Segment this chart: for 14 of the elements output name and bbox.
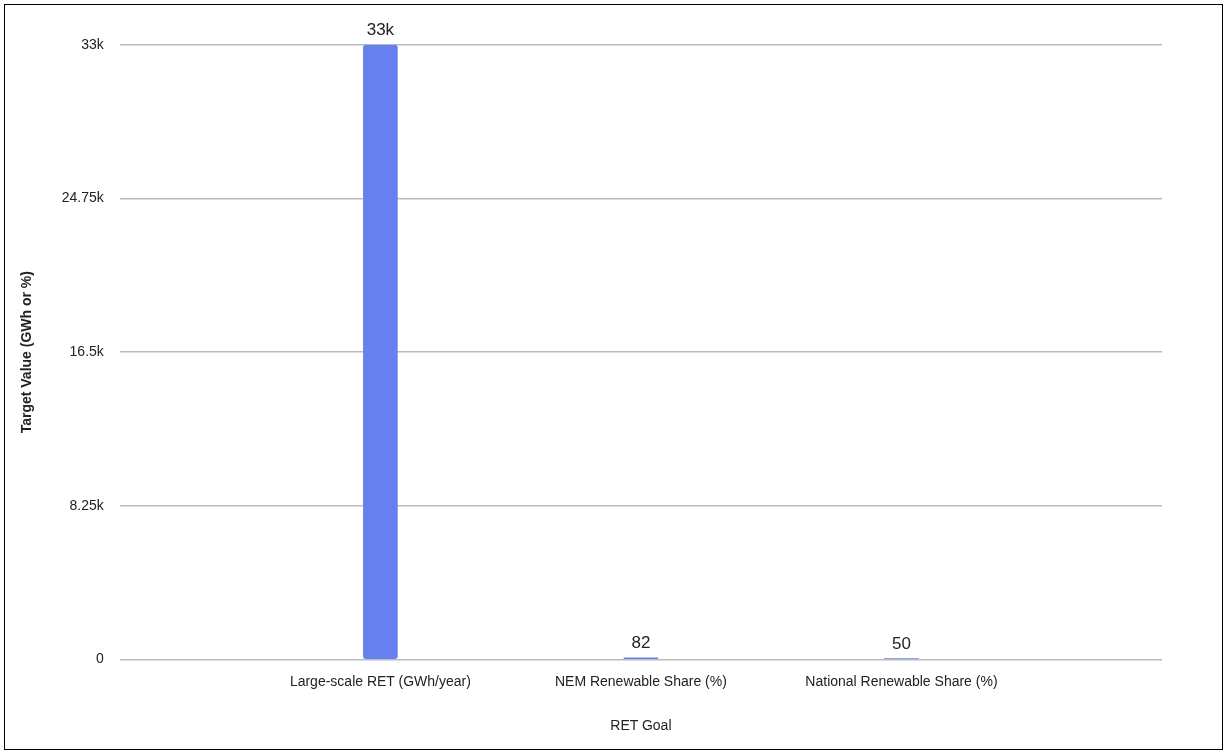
data-label: 50 [892, 633, 911, 653]
y-tick-label: 33k [81, 35, 105, 52]
y-tick-label: 0 [96, 650, 105, 667]
x-axis-title: RET Goal [610, 717, 672, 734]
x-tick-label: Large-scale RET (GWh/year) [289, 672, 471, 689]
y-axis-title: Target Value (GWh or %) [18, 271, 35, 434]
y-tick-label: 8.25k [69, 496, 105, 513]
x-tick-label: NEM Renewable Share (%) [554, 672, 727, 689]
data-label: 33k [366, 20, 395, 40]
x-tick-label: National Renewable Share (%) [805, 672, 998, 689]
y-tick-label: 16.5k [69, 343, 105, 360]
bar [363, 45, 398, 659]
y-tick-label: 24.75k [61, 189, 105, 206]
data-label: 82 [631, 633, 651, 653]
